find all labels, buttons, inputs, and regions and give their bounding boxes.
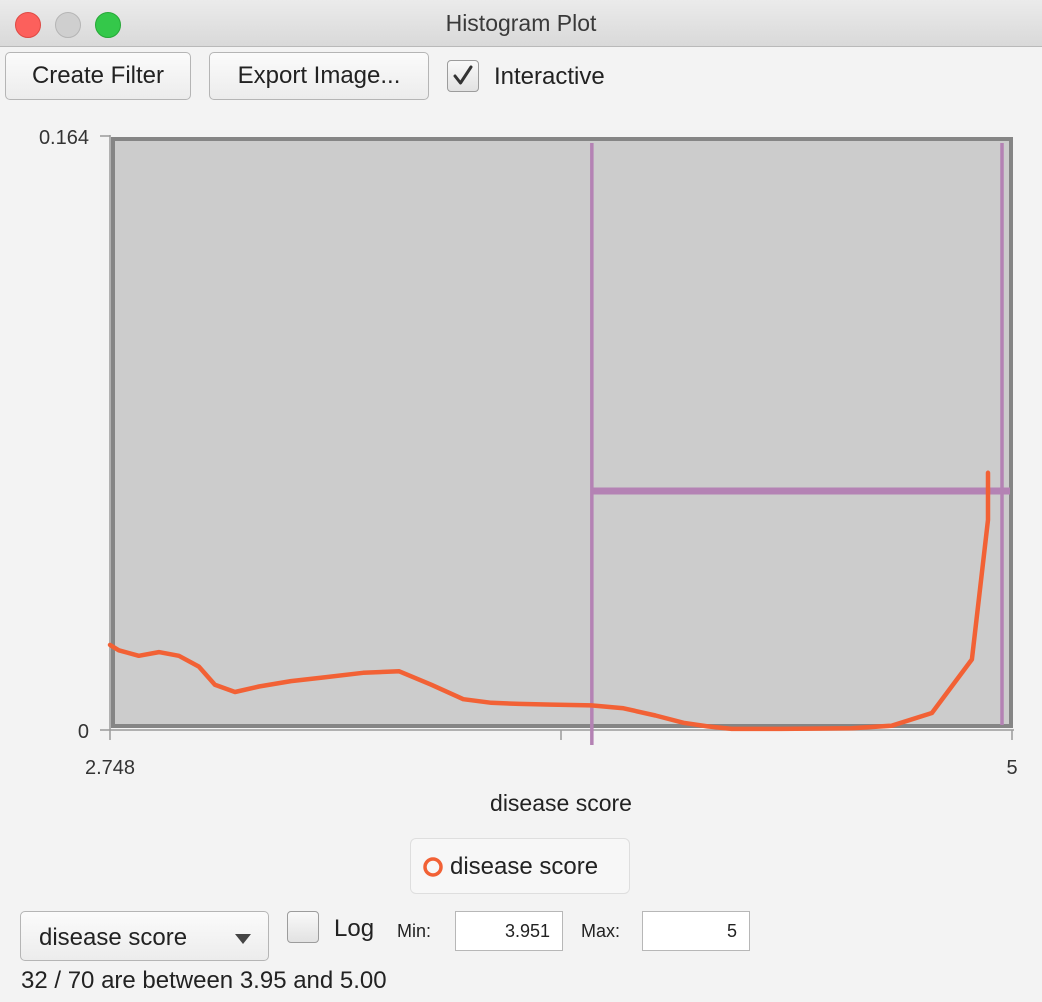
series-group xyxy=(107,470,991,732)
plot-area[interactable] xyxy=(111,137,1013,728)
selection-overlay[interactable] xyxy=(590,143,1010,745)
chevron-down-icon xyxy=(235,934,251,944)
checkmark-icon xyxy=(453,65,473,85)
interactive-label: Interactive xyxy=(494,63,605,90)
max-label: Max: xyxy=(581,921,621,941)
histogram-chart[interactable]: 0.164 0 2.748 5 disease score xyxy=(0,0,1042,830)
x-tick-label-min: 2.748 xyxy=(85,757,135,779)
window-title: Histogram Plot xyxy=(445,10,597,36)
y-tick-label-max: 0.164 xyxy=(39,127,89,149)
log-checkbox[interactable] xyxy=(287,911,319,943)
export-image-button[interactable]: Export Image... xyxy=(209,52,429,100)
column-dropdown[interactable]: disease score xyxy=(20,911,269,961)
min-field[interactable]: 3.951 xyxy=(455,911,563,951)
log-label: Log xyxy=(334,915,375,942)
min-label: Min: xyxy=(397,921,432,941)
chart-legend: disease score xyxy=(410,838,630,894)
axis-ticks xyxy=(100,135,1013,740)
maximize-window-button[interactable] xyxy=(95,12,121,38)
x-axis-label: disease score xyxy=(490,790,632,816)
title-bar: Histogram Plot xyxy=(0,0,1042,47)
series-line-0 xyxy=(107,470,991,732)
minimize-window-button[interactable] xyxy=(55,12,81,38)
legend-marker-icon xyxy=(423,857,443,877)
close-window-button[interactable] xyxy=(15,12,41,38)
legend-entry-label: disease score xyxy=(450,853,599,880)
status-text: 32 / 70 are between 3.95 and 5.00 xyxy=(21,967,387,994)
column-dropdown-value: disease score xyxy=(39,924,188,951)
x-tick-label-max: 5 xyxy=(1006,757,1017,779)
interactive-checkbox[interactable] xyxy=(447,60,479,92)
create-filter-button[interactable]: Create Filter xyxy=(5,52,191,100)
max-field[interactable]: 5 xyxy=(642,911,750,951)
y-tick-label-min: 0 xyxy=(78,721,89,743)
